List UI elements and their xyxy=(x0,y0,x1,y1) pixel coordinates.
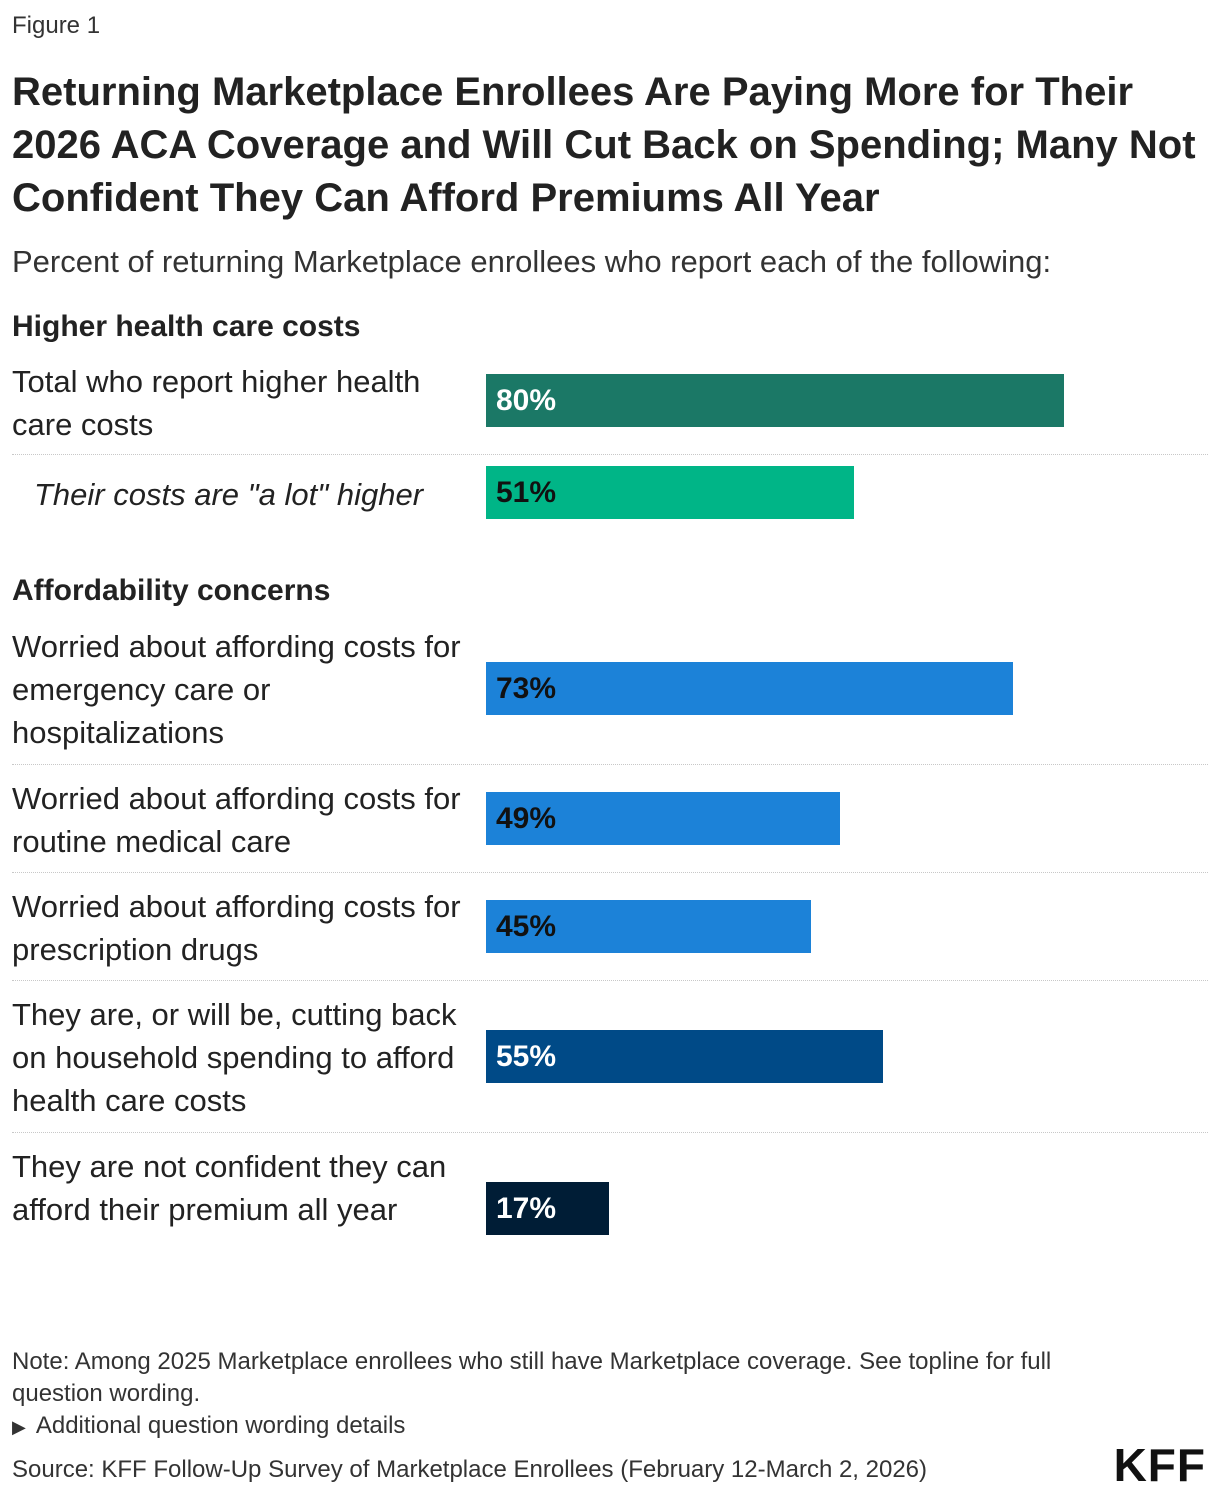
chart-source: Source: KFF Follow-Up Survey of Marketpl… xyxy=(12,1456,928,1483)
group-heading-affordability: Affordability concerns xyxy=(12,574,331,607)
row-divider xyxy=(12,980,1208,981)
bar-value-label: 73% xyxy=(496,672,557,705)
details-toggle-label: Additional question wording details xyxy=(35,1412,406,1439)
chart-title: Returning Marketplace Enrollees Are Payi… xyxy=(12,70,1196,220)
bar-value-label: 51% xyxy=(496,476,557,509)
row-label: They are, or will be, cutting back on ho… xyxy=(12,997,457,1118)
bar-value-label: 49% xyxy=(496,802,557,835)
bar-value-label: 80% xyxy=(496,384,557,417)
row-label: They are not confident they can afford t… xyxy=(12,1149,447,1227)
row-divider xyxy=(12,454,1208,455)
row-label: Worried about affording costs for emerge… xyxy=(12,629,461,750)
bar xyxy=(486,662,1014,715)
bar-value-label: 55% xyxy=(496,1040,557,1073)
chart-subtitle: Percent of returning Marketplace enrolle… xyxy=(12,244,1052,279)
row-divider xyxy=(12,872,1208,873)
row-divider xyxy=(12,1132,1208,1133)
bar xyxy=(486,792,841,845)
kff-logo: KFF xyxy=(1113,1439,1206,1491)
bar xyxy=(486,1030,884,1083)
group-heading-higher-costs: Higher health care costs xyxy=(12,310,361,343)
details-toggle[interactable]: ▶ Additional question wording details xyxy=(12,1412,405,1440)
bar-value-label: 45% xyxy=(496,910,557,943)
figure-label: Figure 1 xyxy=(12,12,101,39)
row-label: Total who report higher health care cost… xyxy=(12,364,421,442)
bar xyxy=(486,900,812,953)
row-label: Worried about affording costs for routin… xyxy=(12,781,461,859)
row-label: Worried about affording costs for prescr… xyxy=(12,889,461,967)
row-label: Their costs are "a lot" higher xyxy=(34,477,424,512)
chart-note: Note: Among 2025 Marketplace enrollees w… xyxy=(12,1348,1052,1407)
bar xyxy=(486,466,855,519)
row-divider xyxy=(12,764,1208,765)
disclosure-triangle-icon: ▶ xyxy=(12,1417,26,1437)
bar-value-label: 17% xyxy=(496,1192,557,1225)
bar xyxy=(486,374,1064,427)
bar xyxy=(486,1182,609,1235)
